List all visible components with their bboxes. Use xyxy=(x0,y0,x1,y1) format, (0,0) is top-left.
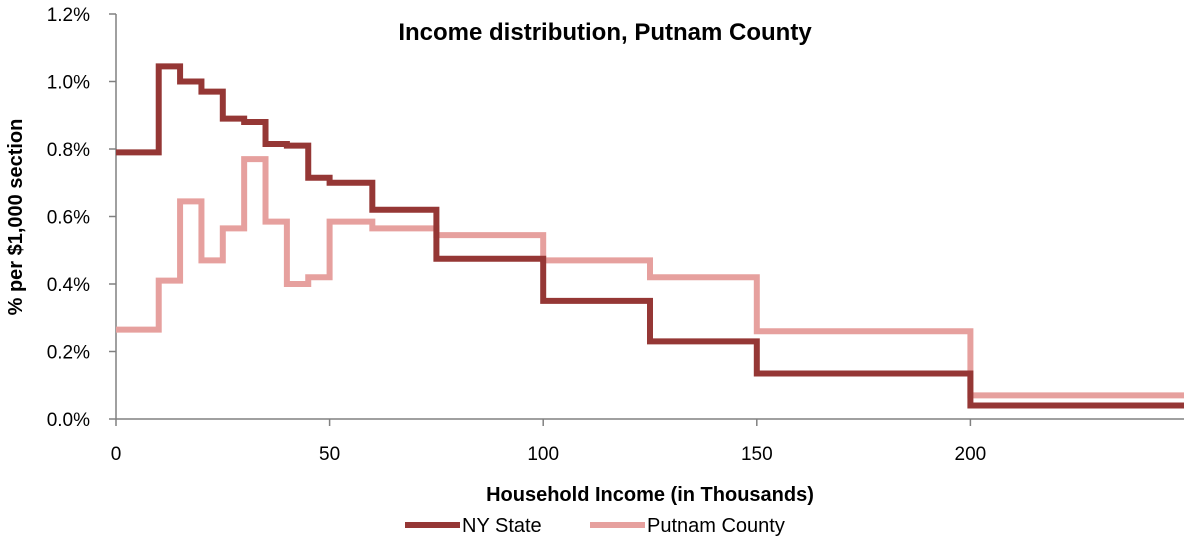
x-tick-label: 50 xyxy=(319,444,340,465)
y-axis-title: % per $1,000 section xyxy=(5,119,27,316)
x-axis-title: Household Income (in Thousands) xyxy=(486,484,814,506)
y-tick-label: 0.2% xyxy=(47,343,90,364)
series-group xyxy=(116,63,1184,409)
series-line-ny-state xyxy=(116,63,1184,409)
legend-label-putnam-county: Putnam County xyxy=(647,515,785,537)
x-tick-label: 100 xyxy=(527,444,559,465)
y-tick-label: 1.2% xyxy=(47,5,90,26)
axes xyxy=(115,14,1184,420)
y-tick-label: 0.8% xyxy=(47,140,90,161)
legend-label-ny-state: NY State xyxy=(462,515,542,537)
x-tick-label: 150 xyxy=(741,444,773,465)
x-tick-label: 0 xyxy=(111,444,122,465)
y-ticks: 0.0% 0.2% 0.4% 0.6% 0.8% 1.0% 1.2% xyxy=(47,5,116,431)
y-tick-label: 1.0% xyxy=(47,73,90,94)
y-tick-label: 0.0% xyxy=(47,410,90,431)
x-ticks: 0 50 100 150 200 xyxy=(111,419,987,465)
chart-title: Income distribution, Putnam County xyxy=(398,19,812,46)
y-tick-label: 0.4% xyxy=(47,275,90,296)
legend: NY State Putnam County xyxy=(405,515,785,537)
y-tick-label: 0.6% xyxy=(47,208,90,229)
x-tick-label: 200 xyxy=(955,444,987,465)
series-line-putnam-county xyxy=(116,156,1184,399)
